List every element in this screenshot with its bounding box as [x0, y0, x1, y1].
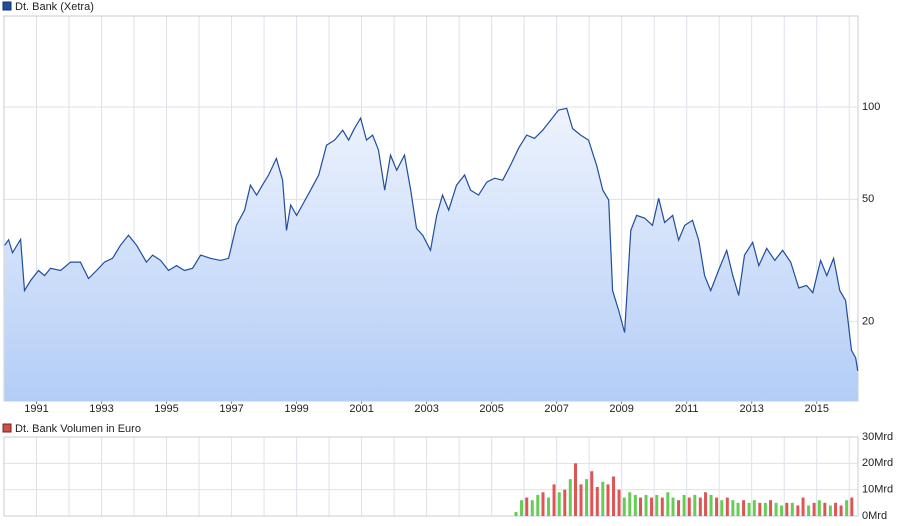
volume-bar [547, 497, 551, 516]
x-tick-label: 2001 [349, 403, 373, 415]
y-tick-label: 10Mrd [862, 484, 893, 496]
volume-bar [590, 471, 594, 516]
volume-bar [622, 497, 626, 516]
volume-bar [530, 500, 534, 516]
volume-bar [839, 505, 843, 516]
volume-bar [828, 505, 832, 516]
volume-bar [709, 494, 713, 516]
volume-bar [650, 497, 654, 516]
volume-bar [790, 502, 794, 516]
volume-bar [601, 481, 605, 516]
volume-bar [585, 479, 589, 516]
volume-bar [563, 489, 567, 516]
x-tick-label: 2009 [609, 403, 633, 415]
volume-bar [752, 500, 756, 516]
volume-bar [579, 484, 583, 516]
x-tick-label: 2011 [675, 403, 699, 415]
volume-bar [850, 497, 854, 516]
volume-bar [655, 494, 659, 516]
volume-bar [520, 500, 524, 516]
volume-bar [617, 489, 621, 516]
volume-bar [769, 500, 773, 516]
price-line [4, 107, 859, 371]
volume-bar [704, 492, 708, 516]
volume-bar [612, 476, 616, 516]
volume-bar [720, 500, 724, 516]
x-tick-label: 1999 [284, 403, 308, 415]
volume-bar [796, 505, 800, 516]
volume-bar [568, 479, 572, 516]
volume-bar [774, 502, 778, 516]
volume-bar [807, 505, 811, 516]
y-tick-label: 20 [862, 315, 874, 327]
x-tick-label: 2007 [544, 403, 568, 415]
volume-bar [552, 484, 556, 516]
volume-bar [536, 494, 540, 516]
volume-bar [736, 502, 740, 516]
y-tick-label: 20Mrd [862, 457, 893, 469]
volume-bar [557, 492, 561, 516]
y-tick-label: 30Mrd [862, 431, 893, 443]
volume-bar [715, 497, 719, 516]
legend-label: Dt. Bank (Xetra) [15, 1, 94, 13]
x-tick-label: 2015 [804, 403, 828, 415]
legend-swatch [2, 423, 12, 433]
volume-bar [812, 502, 816, 516]
volume-bar [823, 502, 827, 516]
volume-bar [525, 497, 529, 516]
x-tick-label: 2005 [479, 403, 503, 415]
volume-bar [698, 497, 702, 516]
volume-bar [682, 494, 686, 516]
volume-bar [633, 494, 637, 516]
volume-bar [606, 484, 610, 516]
volume-bar [677, 500, 681, 516]
x-tick-label: 1995 [154, 403, 178, 415]
volume-bar [747, 502, 751, 516]
volume-bar [541, 492, 545, 516]
volume-bar [644, 494, 648, 516]
x-tick-label: 2003 [414, 403, 438, 415]
price-area [4, 108, 858, 402]
volume-bar [731, 500, 735, 516]
volume-bar [574, 463, 578, 516]
volume-bar [742, 500, 746, 516]
volume-bar [595, 487, 599, 516]
price-panel: 20 50 100 1991 1993 1995 1997 1999 2001 2003 2005 2… [3, 15, 880, 415]
volume-bar [785, 502, 789, 516]
volume-bar [834, 502, 838, 516]
x-tick-label: 1997 [219, 403, 243, 415]
volume-bar [763, 502, 767, 516]
volume-bar [639, 497, 643, 516]
volume-bar [693, 494, 697, 516]
plot-frame [3, 436, 859, 517]
volume-bar [666, 492, 670, 516]
legend-label: Dt. Bank Volumen in Euro [15, 423, 141, 435]
volume-bar [514, 512, 518, 516]
x-tick-label: 1993 [89, 403, 113, 415]
volume-bar [725, 497, 729, 516]
volume-bar [671, 497, 675, 516]
y-tick-label: 0Mrd [862, 510, 887, 522]
legend-swatch [2, 1, 12, 11]
volume-bar [687, 497, 691, 516]
x-tick-label: 2013 [739, 403, 763, 415]
volume-bar [628, 492, 632, 516]
volume-bar [780, 505, 784, 516]
volume-bar [801, 497, 805, 516]
volume-bar [758, 502, 762, 516]
volume-bar [817, 500, 821, 516]
y-tick-label: 100 [862, 101, 880, 113]
volume-bar [660, 497, 664, 516]
x-tick-label: 1991 [24, 403, 48, 415]
volume-bar [845, 500, 849, 516]
y-tick-label: 50 [862, 193, 874, 205]
volume-panel: 0Mrd 10Mrd 20Mrd 30Mrd [3, 431, 893, 522]
